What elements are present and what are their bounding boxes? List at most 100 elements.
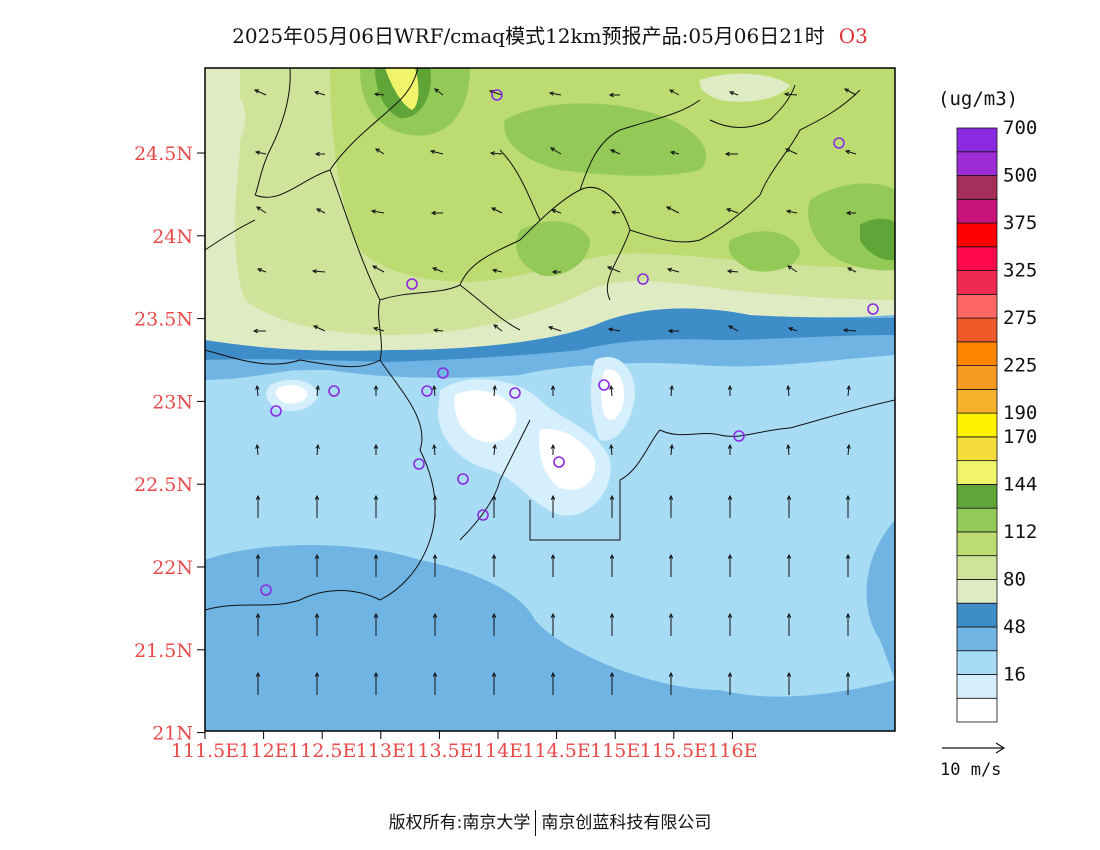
wind-arrow	[489, 151, 503, 156]
lat-tick-label: 22.5N	[134, 474, 193, 496]
legend-swatch	[956, 412, 998, 438]
wind-arrow	[373, 553, 379, 577]
legend-swatch	[956, 127, 998, 153]
legend-swatch	[956, 151, 998, 176]
wind-arrow	[846, 267, 857, 273]
legend-swatch	[956, 650, 998, 675]
wind-arrow	[727, 671, 733, 695]
wind-arrow	[786, 494, 792, 518]
wind-arrow	[432, 612, 438, 636]
wind-arrow	[314, 494, 320, 518]
lon-tick-label: 112E	[239, 740, 289, 762]
wind-arrow	[787, 265, 798, 273]
wind-arrow	[845, 210, 856, 216]
wind-arrow	[843, 88, 857, 96]
wind-arrow	[253, 89, 267, 96]
wind-arrow	[785, 209, 798, 214]
wind-arrow	[727, 553, 733, 577]
wind-arrow	[846, 443, 851, 456]
wind-arrow	[845, 671, 851, 695]
lat-tick-label: 22N	[152, 557, 193, 579]
wind-arrow	[550, 147, 562, 155]
wind-arrow	[609, 612, 615, 636]
lat-tick-label: 21N	[152, 723, 193, 745]
legend-swatch	[956, 270, 998, 295]
wind-arrow	[608, 92, 620, 98]
wind-arrow	[786, 612, 792, 636]
lon-tick-label: 111.5E	[171, 740, 239, 762]
wind-arrow	[845, 494, 851, 518]
legend-swatch	[956, 293, 998, 319]
wind-arrow	[548, 91, 562, 96]
legend-label: 325	[1003, 260, 1037, 282]
wind-arrow	[606, 266, 621, 273]
station-marker	[457, 473, 469, 485]
wind-arrow	[373, 92, 385, 97]
wind-arrow	[375, 148, 385, 155]
wind-arrow	[550, 612, 556, 636]
wind-arrow	[727, 384, 733, 396]
wind-arrow	[845, 553, 851, 577]
copyright-separator	[535, 810, 537, 836]
wind-arrow	[252, 328, 266, 334]
wind-arrow	[314, 553, 320, 577]
wind-arrow	[432, 384, 437, 397]
wind-arrow	[786, 553, 792, 577]
wind-arrow	[313, 90, 326, 96]
wind-reference-arrow	[942, 742, 1006, 754]
station-marker	[509, 387, 521, 399]
station-marker	[270, 405, 282, 417]
wind-arrow	[311, 269, 326, 274]
wind-arrow	[372, 326, 385, 332]
legend-swatch	[956, 579, 998, 604]
wind-arrow	[255, 384, 260, 397]
wind-arrow	[550, 384, 556, 396]
legend-label: 170	[1003, 426, 1037, 448]
wind-arrow	[256, 206, 267, 214]
wind-arrow	[491, 268, 503, 273]
wind-arrow	[373, 443, 379, 455]
legend-label: 375	[1003, 212, 1037, 234]
wind-arrow	[315, 208, 326, 214]
copyright-left: 版权所有:南京大学	[388, 813, 531, 833]
wind-arrow	[668, 612, 674, 636]
wind-arrow	[551, 269, 561, 275]
legend-swatch	[956, 222, 998, 248]
species-label: O3	[838, 24, 868, 48]
wind-arrow	[373, 494, 379, 518]
legend-swatch	[956, 460, 998, 485]
wind-arrow	[432, 443, 437, 456]
wind-arrow	[665, 206, 680, 214]
wind-arrow	[493, 324, 503, 332]
wind-arrow	[786, 671, 792, 695]
wind-arrow	[724, 151, 738, 157]
legend-swatch	[956, 602, 998, 628]
lon-tick-label: 116E	[707, 740, 757, 762]
legend-swatch	[956, 483, 998, 509]
wind-arrow	[432, 328, 444, 333]
wind-arrow	[609, 443, 614, 456]
lon-tick-label: 115.5E	[640, 740, 708, 762]
legend-label: 275	[1003, 307, 1037, 329]
wind-arrow	[666, 267, 680, 273]
wind-arrow	[550, 443, 556, 455]
wind-arrow	[842, 328, 857, 333]
legend-swatch	[956, 531, 998, 557]
legend-swatch	[956, 388, 998, 414]
wind-arrow	[255, 671, 261, 695]
station-marker	[733, 430, 745, 442]
wind-arrow	[609, 671, 615, 695]
wind-arrow	[256, 268, 267, 273]
lon-tick-label: 113E	[356, 740, 406, 762]
station-marker	[437, 367, 449, 379]
station-marker	[421, 385, 433, 397]
wind-arrow	[786, 384, 791, 397]
wind-arrow	[844, 149, 857, 155]
copyright-footer: 版权所有:南京大学 南京创蓝科技有限公司	[0, 808, 1100, 836]
wind-arrow	[430, 210, 443, 216]
wind-arrow	[314, 151, 325, 157]
wind-arrow	[373, 384, 379, 396]
station-marker	[637, 273, 649, 285]
wind-arrow	[370, 209, 385, 214]
